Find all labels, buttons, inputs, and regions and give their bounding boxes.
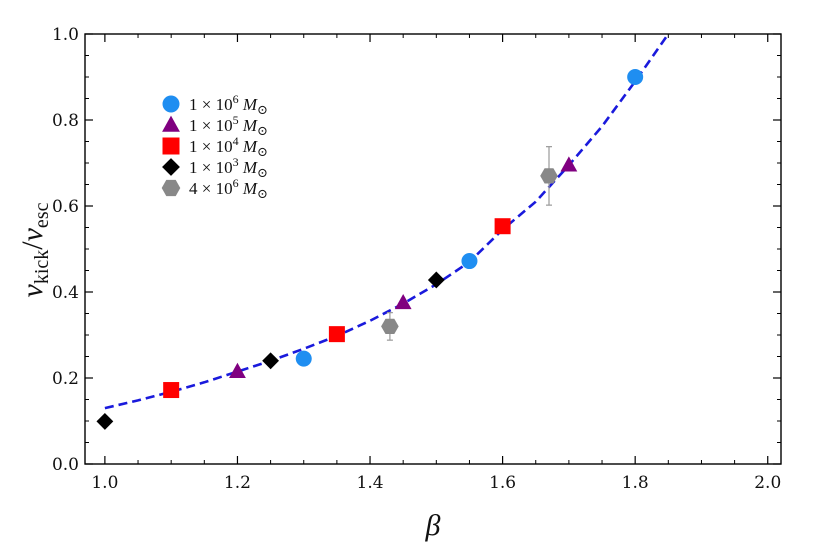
data-point-hexagon <box>540 168 558 184</box>
x-tick-label: 1.8 <box>622 473 649 493</box>
data-point-triangle <box>560 156 578 172</box>
x-tick-label: 1.0 <box>91 473 118 493</box>
legend-marker-triangle <box>162 115 180 132</box>
data-point-circle <box>461 253 478 270</box>
y-tick-label: 0.4 <box>52 283 79 303</box>
y-tick-label: 0.2 <box>52 369 79 389</box>
x-tick-label: 1.4 <box>357 473 384 493</box>
y-axis-title-v2: v <box>16 227 49 241</box>
data-point-diamond <box>427 271 445 289</box>
y-tick-label: 1.0 <box>52 25 79 45</box>
data-point-diamond <box>262 352 279 370</box>
legend-marker-square <box>162 137 180 155</box>
x-tick-label: 1.2 <box>224 473 251 493</box>
data-points-layer <box>96 69 644 430</box>
legend-marker-diamond <box>162 158 180 176</box>
legend-entry-label: 1 × 105 M⊙ <box>189 113 268 138</box>
y-tick-label: 0.6 <box>52 197 79 217</box>
y-axis-title-slash: / <box>16 241 49 250</box>
y-tick-label: 0.8 <box>52 111 79 131</box>
ticks-layer: 1.0 1.2 1.4 1.6 1.8 2.0 0.0 0.2 0.4 0.6 0.8 1.0 <box>52 25 781 493</box>
data-point-hexagon <box>381 318 399 334</box>
data-point-square <box>163 382 180 399</box>
legend-marker-circle <box>162 95 180 113</box>
x-tick-label: 1.6 <box>489 473 516 493</box>
data-point-square <box>494 218 511 235</box>
y-axis-title-sub2: esc <box>31 202 53 228</box>
fit-curve-layer <box>104 33 670 410</box>
y-axis-title: vkick/vesc <box>16 202 53 297</box>
fit-curve <box>104 33 670 410</box>
legend-entry-label: 4 × 106 M⊙ <box>189 176 268 201</box>
legend-marker-hexagon <box>161 179 181 197</box>
data-point-triangle <box>229 362 246 378</box>
legend-entry-label: 1 × 104 M⊙ <box>189 134 268 159</box>
legend-entry-label: 1 × 106 M⊙ <box>189 92 268 117</box>
x-tick-label: 2.0 <box>754 473 781 493</box>
y-axis-title-v1: v <box>16 283 49 297</box>
data-point-diamond <box>96 413 114 430</box>
data-point-square <box>328 326 345 343</box>
x-axis-title: β <box>425 509 441 542</box>
data-point-circle <box>295 350 312 367</box>
data-point-circle <box>627 69 644 85</box>
y-axis-title-sub1: kick <box>31 250 53 284</box>
legend: 1 × 106 M⊙1 × 105 M⊙1 × 104 M⊙1 × 103 M⊙… <box>161 92 268 201</box>
legend-entry-label: 1 × 103 M⊙ <box>189 155 268 180</box>
y-tick-label: 0.0 <box>52 455 79 475</box>
data-point-triangle <box>394 293 412 310</box>
